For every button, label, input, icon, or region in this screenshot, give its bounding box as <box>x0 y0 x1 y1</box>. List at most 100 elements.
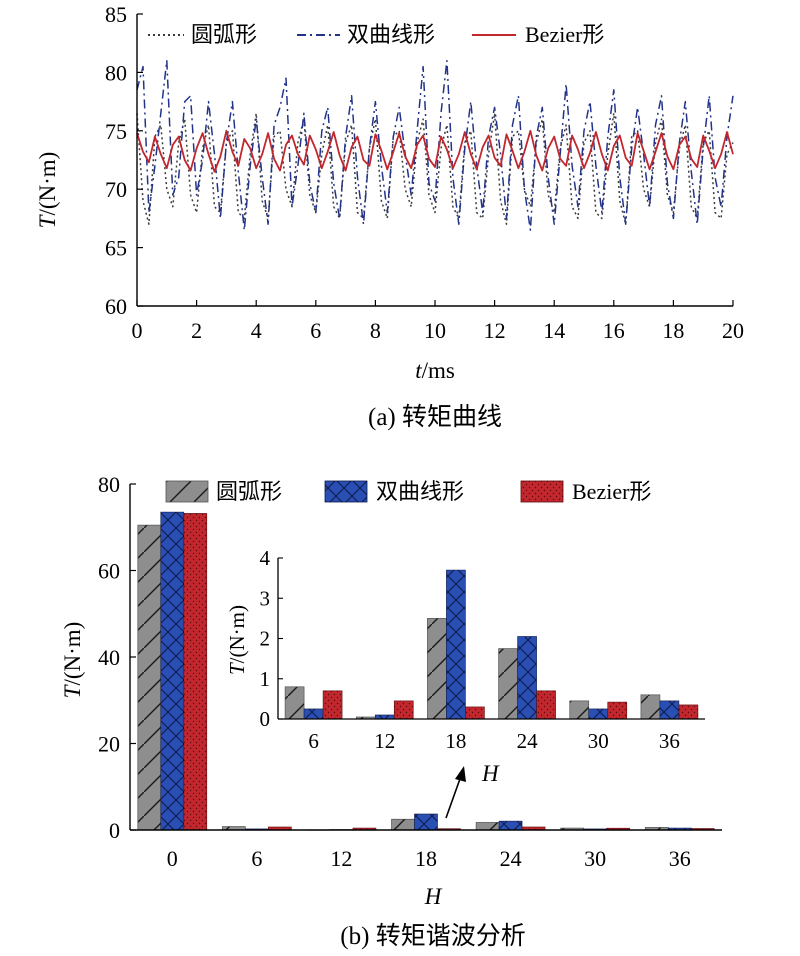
legend-swatch-arc <box>165 480 209 503</box>
y-axis-label: T/(N·m) <box>60 622 85 699</box>
inset-x-tick-label: 18 <box>445 729 466 753</box>
x-tick-label: 18 <box>662 318 684 343</box>
x-tick-label: 36 <box>669 846 691 871</box>
inset-bar-arc <box>569 700 590 720</box>
x-tick-label: 0 <box>132 318 143 343</box>
inset-x-tick-label: 12 <box>374 729 395 753</box>
inset-y-tick-label: 4 <box>260 546 271 570</box>
y-tick-label: 20 <box>98 732 120 757</box>
inset-bar-bezier <box>536 690 556 720</box>
inset-x-tick-label: 6 <box>308 729 319 753</box>
caption-a: (a) 转矩曲线 <box>368 403 502 431</box>
bar-arc <box>475 822 500 831</box>
legend: 圆弧形 双曲线形 Bezier形 <box>148 22 604 47</box>
y-tick-label: 80 <box>105 60 127 85</box>
inset-y-tick-label: 2 <box>260 627 271 651</box>
legend-label-hyperbolic: 双曲线形 <box>376 479 464 504</box>
inset-x-axis-label: H <box>481 761 500 786</box>
y-tick-label: 60 <box>105 294 127 319</box>
inset-bar-bezier <box>322 690 343 720</box>
inset-bar-hyperbolic <box>446 569 466 720</box>
legend-label-bezier: Bezier形 <box>572 479 651 504</box>
bar-hyperbolic <box>160 511 185 831</box>
torque-curve-chart: 0 2 4 6 8 10 12 14 16 18 20 60 65 70 75 80 85 圆弧形 双曲线形 B… <box>35 2 744 431</box>
tick-labels: 0 2 4 6 8 10 12 14 16 18 20 60 65 70 75 80 85 <box>105 2 744 343</box>
x-tick-label: 2 <box>191 318 202 343</box>
inset-background <box>274 550 709 771</box>
inset-y-tick-label: 0 <box>260 707 271 731</box>
inset-bar-arc <box>640 694 661 720</box>
y-tick-label: 75 <box>105 119 127 144</box>
y-tick-label: 65 <box>105 236 127 261</box>
inset-x-tick-label: 36 <box>659 729 680 753</box>
x-tick-label: 0 <box>167 846 178 871</box>
axes <box>129 483 722 831</box>
inset-x-tick-label: 24 <box>517 729 539 753</box>
y-tick-label: 0 <box>109 818 120 843</box>
series-lines <box>136 59 734 231</box>
inset-arrow <box>445 766 466 819</box>
inset-bar-hyperbolic <box>303 708 324 720</box>
inset-y-tick-label: 3 <box>260 586 271 610</box>
legend-label-arc: 圆弧形 <box>216 479 282 504</box>
y-tick-label: 40 <box>98 645 120 670</box>
inset-y-axis-label: T/(N·m) <box>225 605 249 675</box>
legend-label-hyperbolic: 双曲线形 <box>347 22 435 47</box>
y-tick-label: 60 <box>98 559 120 584</box>
x-tick-label: 12 <box>330 846 352 871</box>
x-axis-label: t/ms <box>415 358 455 383</box>
inset-bar-hyperbolic <box>588 708 609 720</box>
bar-arc <box>137 524 162 831</box>
bar-hyperbolic <box>414 813 438 831</box>
x-tick-label: 8 <box>370 318 381 343</box>
y-tick-label: 70 <box>105 177 127 202</box>
x-tick-label: 6 <box>251 846 262 871</box>
inset-bar-bezier <box>465 706 485 720</box>
inset-bar-bezier <box>607 701 628 720</box>
x-tick-label: 4 <box>251 318 262 343</box>
inset-bar-arc <box>427 618 447 720</box>
x-tick-label: 18 <box>415 846 437 871</box>
x-tick-label: 16 <box>603 318 625 343</box>
inset-y-tick-label: 1 <box>260 667 271 691</box>
legend: 圆弧形 双曲线形 Bezier形 <box>165 479 651 504</box>
x-tick-label: 24 <box>500 846 522 871</box>
x-tick-label: 10 <box>424 318 446 343</box>
axes <box>136 13 734 307</box>
inset-bars <box>284 569 699 720</box>
caption-b: (b) 转矩谐波分析 <box>340 922 525 950</box>
inset-bar-bezier <box>678 704 699 720</box>
bar-bezier <box>183 513 208 831</box>
inset-bar-arc <box>498 648 518 720</box>
x-axis-label: H <box>424 884 443 909</box>
y-axis-label: T/(N·m) <box>35 152 60 229</box>
x-tick-label: 30 <box>584 846 606 871</box>
bar-arc <box>391 818 415 831</box>
inset-bar-hyperbolic <box>659 700 680 720</box>
main-bars <box>137 511 715 831</box>
legend-label-bezier: Bezier形 <box>525 22 604 47</box>
inset-bar-bezier <box>393 700 414 720</box>
series-arc-line <box>136 112 734 225</box>
legend-label-arc: 圆弧形 <box>191 22 257 47</box>
x-tick-label: 20 <box>722 318 744 343</box>
inset-axes <box>277 557 705 720</box>
inset-bar-arc <box>284 686 305 720</box>
bar-hyperbolic <box>498 820 523 831</box>
x-tick-label: 14 <box>543 318 565 343</box>
inset-bar-hyperbolic <box>517 636 537 720</box>
y-tick-label: 80 <box>98 472 120 497</box>
y-tick-label: 85 <box>105 2 127 27</box>
x-tick-label: 6 <box>310 318 321 343</box>
x-tick-label: 12 <box>484 318 506 343</box>
inset-x-tick-label: 30 <box>588 729 609 753</box>
series-hyperbolic-line <box>136 59 734 231</box>
series-bezier-line <box>136 129 734 173</box>
legend-swatch-hyperbolic <box>324 480 368 503</box>
legend-swatch-bezier <box>520 480 564 503</box>
